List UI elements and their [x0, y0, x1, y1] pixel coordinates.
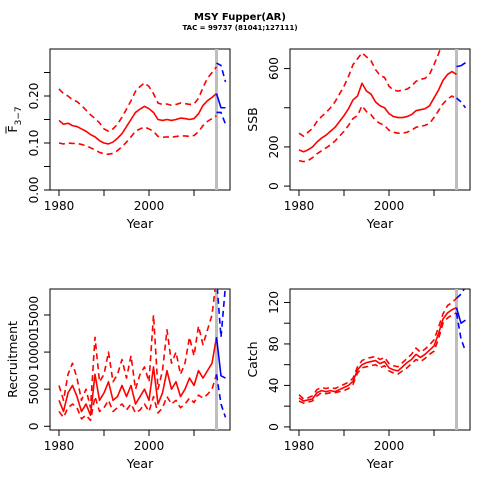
projection-median-line [455, 307, 466, 325]
plot-area [298, 289, 467, 430]
panel-catch: 1980 2000 0 40 80 120 Year Catch [245, 288, 471, 471]
plot-frame [289, 48, 471, 191]
y-tick-label: 15000 [27, 296, 41, 334]
historical-lower-ci-line [58, 115, 217, 156]
y-tick-label: 200 [267, 135, 281, 158]
y-axis-label-main: F [5, 125, 20, 132]
y-axis-label: SSB [245, 107, 260, 131]
y-tick-label: 0 [267, 182, 281, 190]
x-tick-label: 1980 [44, 439, 75, 453]
y-axis-label-subscript: 3−7 [14, 106, 24, 125]
y-tick-label: 80 [267, 336, 281, 351]
y-tick-label: 40 [267, 378, 281, 393]
y-tick-label: 0.10 [27, 130, 41, 157]
x-tick-label: 1980 [284, 439, 315, 453]
plot-area [58, 49, 227, 190]
plot-frame [289, 288, 471, 431]
projection-median-line [215, 93, 226, 109]
y-tick-label: 0 [267, 423, 281, 431]
y-axis-label: Recruitment [5, 321, 20, 398]
historical-upper-ci-line [58, 66, 218, 133]
historical-median-line [298, 70, 457, 153]
figure-subtitle: TAC = 99737 (81041;127111) [182, 24, 297, 32]
historical-upper-ci-line [58, 289, 216, 409]
x-tick-label: 1980 [284, 199, 315, 213]
projection-upper-ci-line [216, 62, 227, 83]
historical-upper-ci-line [298, 297, 458, 400]
plot-area [298, 18, 467, 190]
historical-upper-ci-line [298, 49, 442, 137]
projection-upper-ci-line [457, 18, 466, 20]
figure-title: MSY Fupper(AR) [194, 12, 286, 23]
projection-lower-ci-line [216, 111, 227, 125]
historical-median-line [58, 337, 218, 416]
y-axis-label: F3−7 [5, 106, 24, 132]
panel-ssb: 1980 2000 0 200 600 Year SSB [245, 18, 471, 231]
historical-median-line [298, 306, 457, 402]
y-tick-label: 5000 [27, 374, 41, 405]
projection-median-line [456, 62, 466, 68]
plot-frame [49, 288, 231, 431]
y-tick-label: 0.20 [27, 83, 41, 110]
y-tick-label: 10000 [27, 333, 41, 371]
historical-median-line [58, 93, 218, 145]
projection-lower-ci-line [215, 374, 227, 418]
projection-upper-ci-line [216, 289, 226, 339]
plot-area [58, 289, 227, 430]
x-tick-label: 2000 [134, 199, 165, 213]
x-tick-label: 2000 [374, 199, 405, 213]
y-axis-label: Catch [245, 341, 260, 377]
y-tick-label: 120 [267, 291, 281, 314]
x-axis-label: Year [366, 216, 394, 231]
y-tick-label: 0.00 [27, 177, 41, 204]
x-axis-label: Year [126, 216, 154, 231]
plot-frame [49, 48, 231, 191]
x-axis-label: Year [126, 456, 154, 471]
panel-fishing-mortality: 1980 2000 0.00 0.10 0.20 Year F3−7 [5, 48, 231, 231]
projection-upper-ci-line [455, 289, 466, 299]
historical-lower-ci-line [298, 95, 457, 163]
x-tick-label: 1980 [44, 199, 75, 213]
x-tick-label: 2000 [374, 439, 405, 453]
y-tick-label: 0 [27, 422, 41, 430]
projection-lower-ci-line [455, 312, 467, 352]
projection-median-line [215, 337, 226, 379]
projection-lower-ci-line [455, 97, 467, 109]
x-tick-label: 2000 [134, 439, 165, 453]
x-axis-label: Year [366, 456, 394, 471]
y-tick-label: 600 [267, 57, 281, 80]
historical-lower-ci-line [298, 312, 457, 404]
